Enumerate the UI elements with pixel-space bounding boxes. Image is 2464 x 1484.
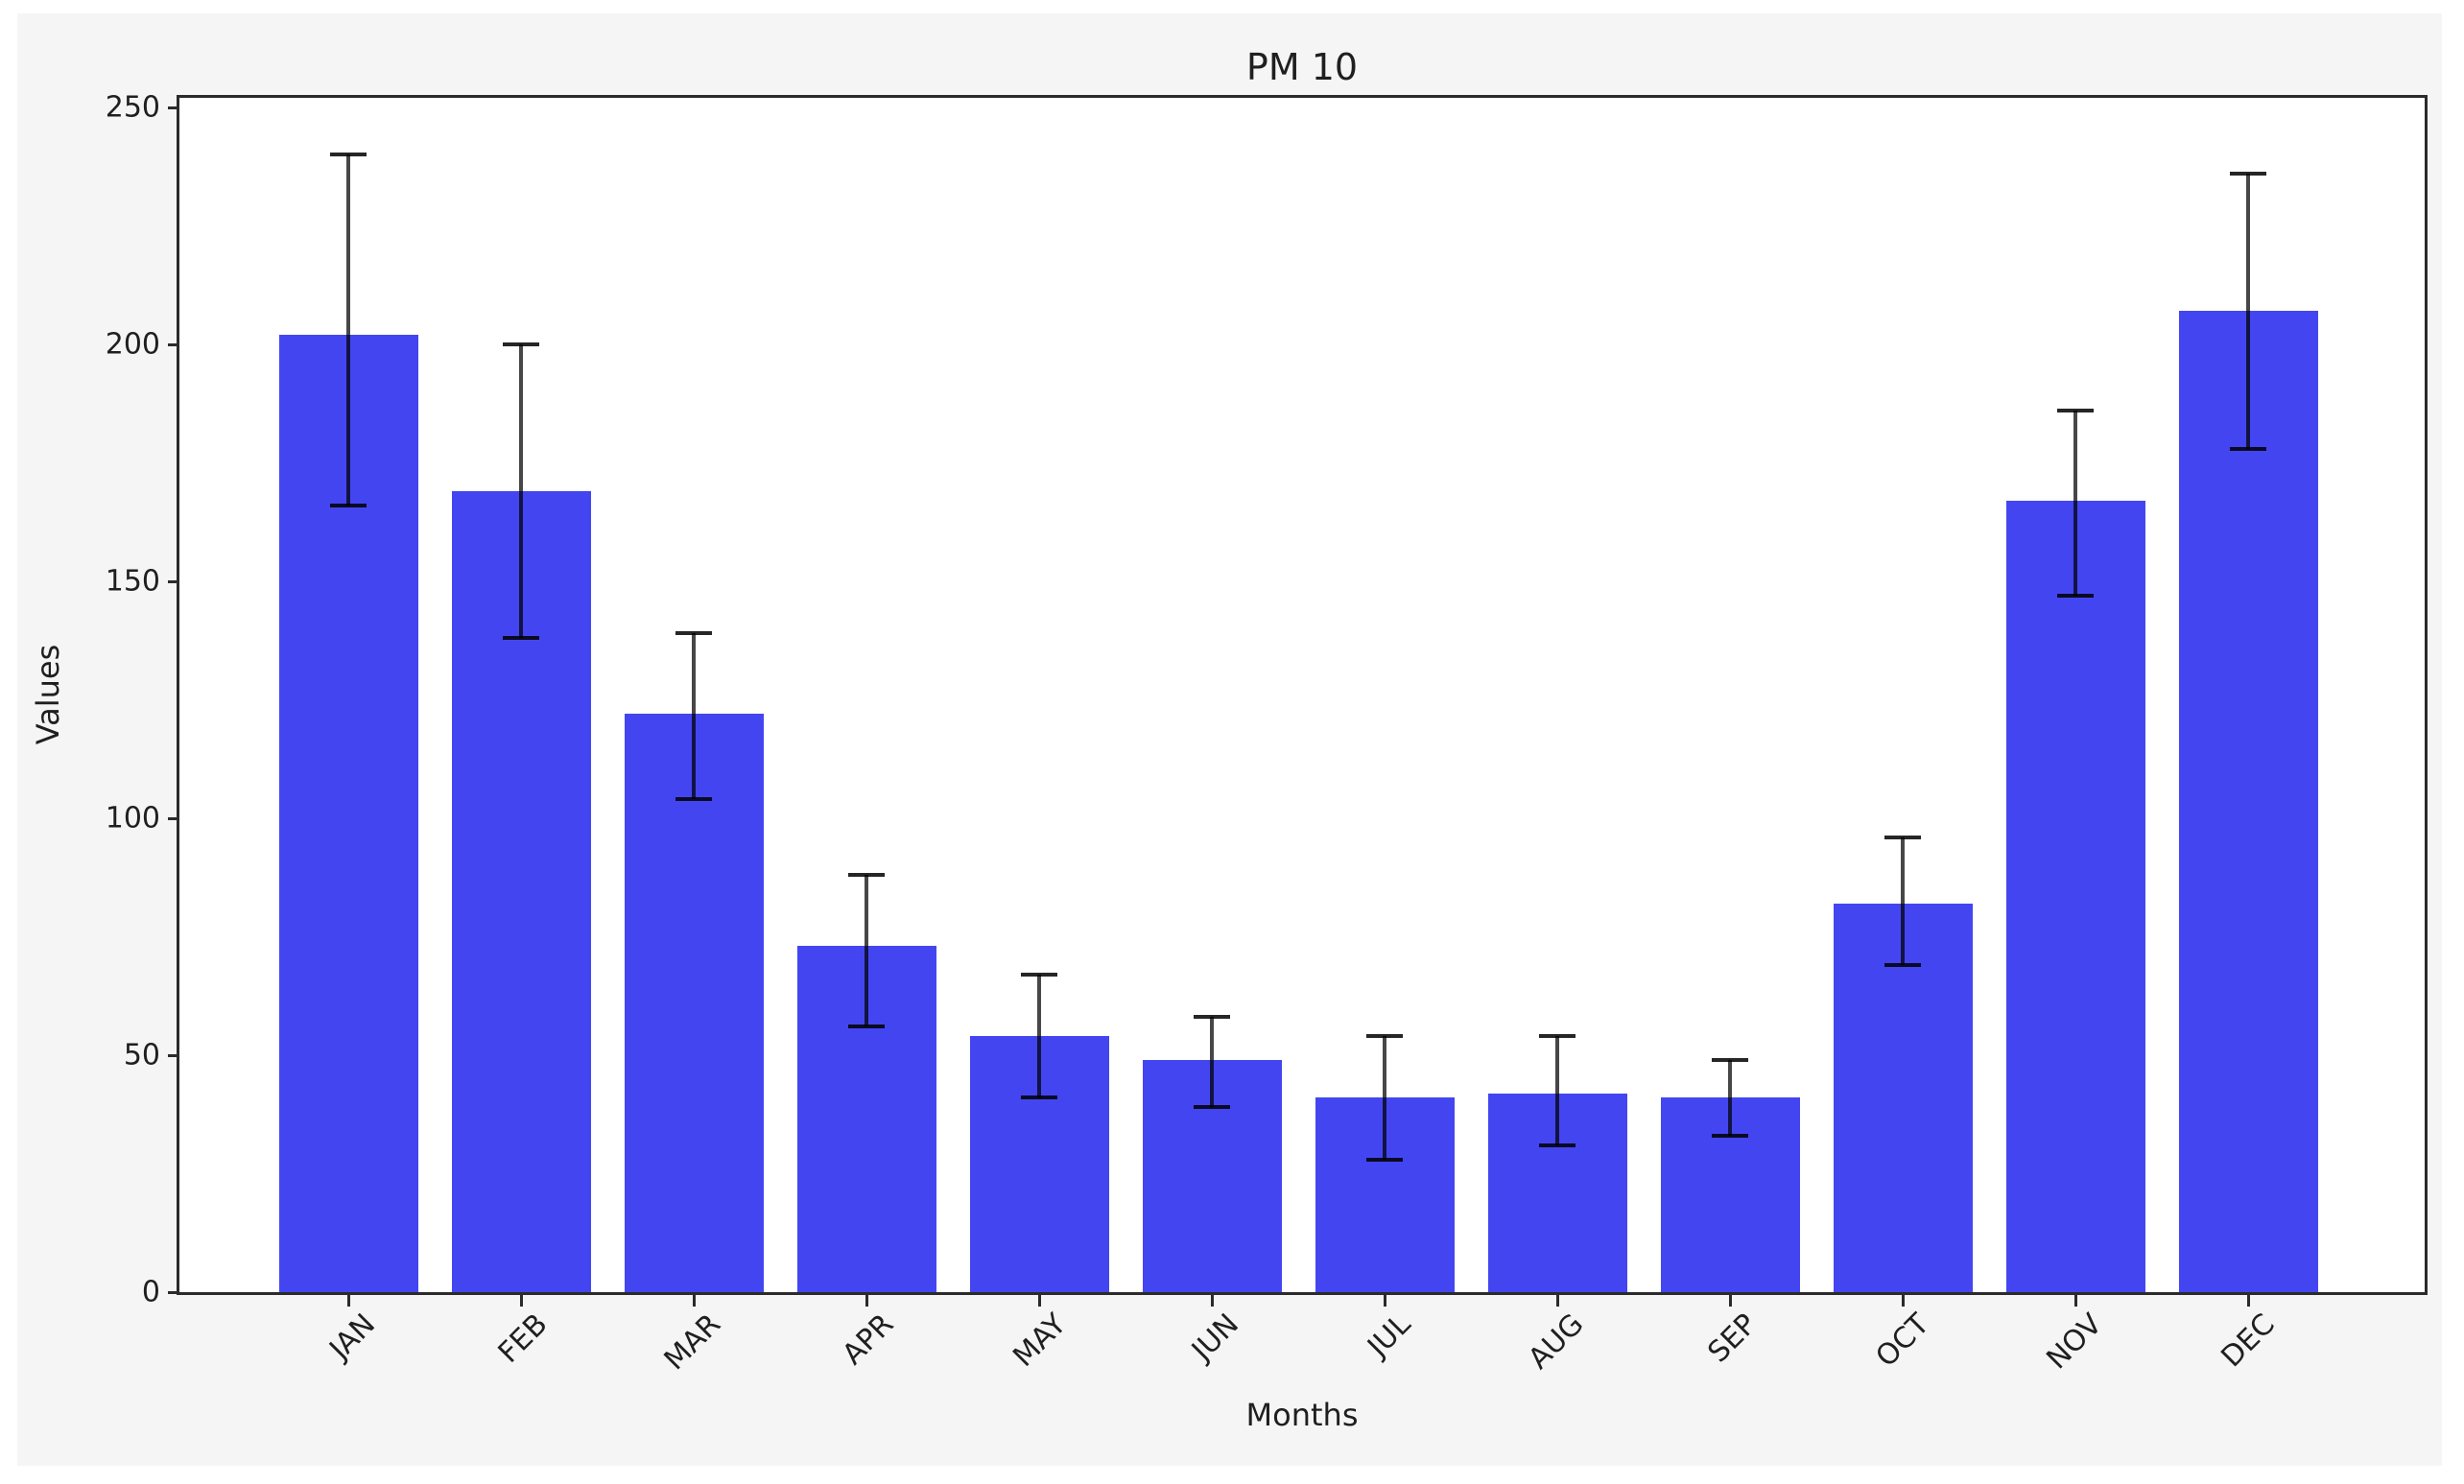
error-cap-bottom bbox=[1366, 1157, 1403, 1162]
error-bar-aug bbox=[1555, 1036, 1559, 1145]
y-tick-label: 250 bbox=[105, 90, 160, 125]
error-cap-bottom bbox=[675, 797, 712, 802]
error-bar-sep bbox=[1728, 1059, 1732, 1136]
error-cap-bottom bbox=[1021, 1095, 1057, 1100]
error-bar-mar bbox=[692, 633, 696, 800]
error-bar-jun bbox=[1210, 1017, 1214, 1108]
y-axis-label: Values bbox=[30, 644, 66, 745]
error-bar-oct bbox=[1901, 836, 1905, 966]
error-cap-top bbox=[675, 631, 712, 636]
error-bar-may bbox=[1037, 975, 1041, 1098]
error-cap-top bbox=[503, 342, 539, 346]
error-cap-top bbox=[1884, 835, 1921, 839]
bar-nov bbox=[2005, 501, 2145, 1292]
y-tick-label: 100 bbox=[105, 801, 160, 836]
x-tick-mark bbox=[519, 1295, 523, 1307]
plot-area bbox=[177, 95, 2428, 1295]
error-cap-bottom bbox=[2230, 446, 2266, 451]
y-tick-mark bbox=[168, 106, 179, 109]
y-tick-mark bbox=[168, 342, 179, 346]
error-bar-apr bbox=[865, 875, 868, 1027]
error-cap-bottom bbox=[503, 636, 539, 641]
error-cap-top bbox=[330, 153, 367, 157]
y-tick-mark bbox=[168, 816, 179, 820]
x-axis-label: Months bbox=[1245, 1397, 1359, 1433]
y-tick-label: 200 bbox=[105, 327, 160, 362]
x-tick-mark bbox=[1901, 1295, 1905, 1307]
bar-dec bbox=[2178, 311, 2318, 1292]
error-bar-dec bbox=[2246, 174, 2250, 449]
error-cap-top bbox=[1712, 1057, 1748, 1062]
error-cap-top bbox=[1539, 1034, 1576, 1039]
error-cap-top bbox=[2057, 409, 2094, 413]
x-tick-mark bbox=[1210, 1295, 1214, 1307]
x-tick-mark bbox=[692, 1295, 696, 1307]
y-tick-mark bbox=[168, 579, 179, 583]
y-tick-mark bbox=[168, 1290, 179, 1294]
y-tick-mark bbox=[168, 1053, 179, 1057]
error-cap-top bbox=[848, 873, 885, 878]
x-tick-mark bbox=[1728, 1295, 1732, 1307]
chart-title: PM 10 bbox=[1245, 46, 1359, 88]
error-cap-bottom bbox=[1712, 1133, 1748, 1138]
bar-mar bbox=[624, 714, 764, 1292]
error-cap-top bbox=[1366, 1034, 1403, 1039]
x-tick-mark bbox=[2073, 1295, 2077, 1307]
error-bar-nov bbox=[2073, 411, 2077, 596]
y-tick-label: 150 bbox=[105, 564, 160, 599]
error-bar-jan bbox=[346, 154, 350, 506]
error-cap-bottom bbox=[330, 503, 367, 507]
y-tick-label: 50 bbox=[123, 1038, 160, 1072]
x-tick-mark bbox=[1555, 1295, 1559, 1307]
x-tick-mark bbox=[1383, 1295, 1386, 1307]
error-bar-jul bbox=[1383, 1036, 1386, 1160]
x-tick-mark bbox=[346, 1295, 350, 1307]
error-cap-top bbox=[2230, 172, 2266, 177]
error-cap-top bbox=[1194, 1015, 1230, 1020]
error-bar-feb bbox=[519, 344, 523, 639]
error-cap-bottom bbox=[1884, 963, 1921, 968]
error-cap-top bbox=[1021, 973, 1057, 978]
error-cap-bottom bbox=[2057, 593, 2094, 598]
error-cap-bottom bbox=[1194, 1105, 1230, 1110]
x-tick-mark bbox=[865, 1295, 868, 1307]
x-tick-mark bbox=[2246, 1295, 2250, 1307]
error-cap-bottom bbox=[848, 1025, 885, 1029]
x-tick-mark bbox=[1037, 1295, 1041, 1307]
y-tick-label: 0 bbox=[141, 1275, 160, 1309]
bar-oct bbox=[1833, 903, 1973, 1292]
error-cap-bottom bbox=[1539, 1142, 1576, 1147]
